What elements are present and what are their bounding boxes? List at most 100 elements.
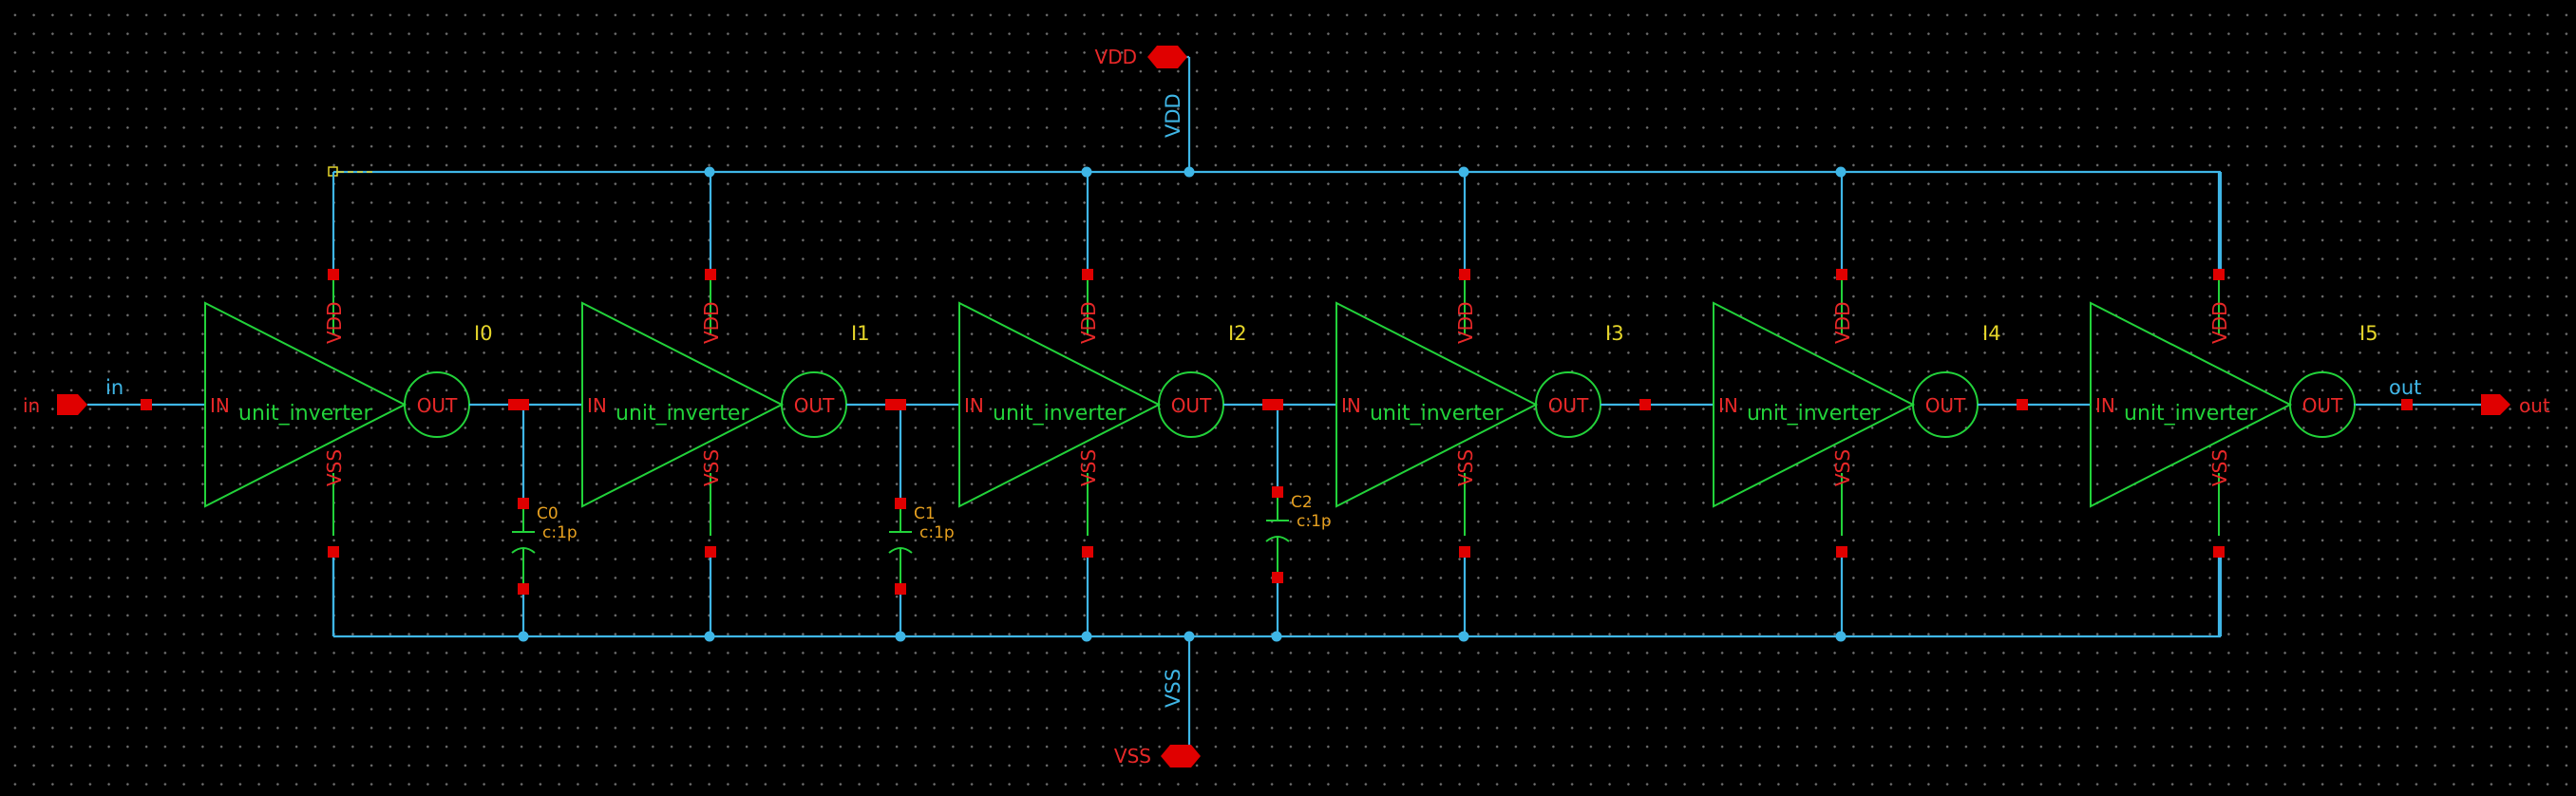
vss-junction-dot bbox=[895, 631, 906, 642]
vss-junction-dot bbox=[518, 631, 529, 642]
out-pin-label: OUT bbox=[794, 394, 835, 417]
vss-junction-dot bbox=[1835, 631, 1847, 642]
inverter-i1[interactable]: IN unit_inverter OUT VDD VSS I1 bbox=[581, 172, 959, 636]
capacitor-c0[interactable]: C0c:1p bbox=[511, 399, 578, 636]
vss-pin[interactable] bbox=[1836, 546, 1847, 558]
vdd-pin-name: VDD bbox=[1454, 302, 1477, 344]
instance-label: I1 bbox=[851, 322, 870, 345]
input-pin-label: in bbox=[23, 394, 40, 417]
input-wire-label: in bbox=[105, 376, 123, 399]
inverter-i3[interactable]: IN unit_inverter OUT VDD VSS I3 bbox=[1335, 172, 1714, 636]
in-pin-label: IN bbox=[2095, 394, 2115, 417]
in-pin-label: IN bbox=[964, 394, 984, 417]
instance-label: I4 bbox=[1982, 322, 2001, 345]
inverter-body[interactable] bbox=[958, 301, 1162, 508]
vss-pin[interactable] bbox=[328, 546, 339, 558]
vdd-junction-dot bbox=[1081, 166, 1092, 178]
vdd-pin[interactable] bbox=[328, 269, 339, 280]
out-pin-label: OUT bbox=[2302, 394, 2343, 417]
cap-pin-bottom[interactable] bbox=[895, 583, 906, 595]
vss-wire-label: VSS bbox=[1162, 669, 1184, 708]
cap-pin-top[interactable] bbox=[895, 498, 906, 509]
in-pin-label: IN bbox=[587, 394, 607, 417]
instance-label: I3 bbox=[1605, 322, 1624, 345]
inverter-i2[interactable]: IN unit_inverter OUT VDD VSS I2 bbox=[958, 172, 1336, 636]
stage-wire-pin[interactable] bbox=[1262, 399, 1274, 410]
vss-pin[interactable] bbox=[1459, 546, 1470, 558]
input-pin-icon[interactable] bbox=[57, 394, 87, 415]
vss-pin-name: VSS bbox=[1831, 449, 1854, 486]
vdd-pin-label: VDD bbox=[1095, 46, 1137, 68]
vdd-pin[interactable] bbox=[1082, 269, 1093, 280]
vss-junction-dot bbox=[704, 631, 715, 642]
cap-node-pin[interactable] bbox=[895, 399, 906, 410]
vss-pin-name: VSS bbox=[700, 449, 723, 486]
cap-node-pin[interactable] bbox=[518, 399, 529, 410]
cap-value-label: c:1p bbox=[919, 523, 955, 542]
vss-junction-dot bbox=[1271, 631, 1282, 642]
vss-pin[interactable] bbox=[1082, 546, 1093, 558]
inverter-body[interactable] bbox=[581, 301, 785, 508]
vdd-junction-dot bbox=[1835, 166, 1847, 178]
vdd-pin[interactable] bbox=[1459, 269, 1470, 280]
cap-name-label: C0 bbox=[537, 504, 559, 523]
vss-pin-name: VSS bbox=[1454, 449, 1477, 486]
stage-wire-pin[interactable] bbox=[508, 399, 520, 410]
vss-pin-icon[interactable] bbox=[1161, 745, 1201, 768]
vdd-pin-name: VDD bbox=[323, 302, 346, 344]
capacitor-c1[interactable]: C1c:1p bbox=[888, 399, 955, 636]
vss-junction-dot bbox=[1458, 631, 1469, 642]
cap-pin-top[interactable] bbox=[518, 498, 529, 509]
vss-junction-dot bbox=[1081, 631, 1092, 642]
inverter-i4[interactable]: IN unit_inverter OUT VDD VSS I4 bbox=[1713, 172, 2091, 636]
vdd-junction-dot bbox=[1184, 166, 1195, 178]
cap-value-label: c:1p bbox=[542, 523, 578, 542]
inverter-body[interactable] bbox=[204, 301, 407, 508]
instance-label: I2 bbox=[1228, 322, 1247, 345]
cap-pin-top[interactable] bbox=[1272, 486, 1283, 498]
inverter-i0[interactable]: IN unit_inverter OUT VDD VSS I0 bbox=[204, 172, 582, 636]
vdd-pin-name: VDD bbox=[700, 302, 723, 344]
in-pin-label: IN bbox=[210, 394, 230, 417]
vdd-junction-dot bbox=[704, 166, 715, 178]
instance-label: I0 bbox=[474, 322, 493, 345]
inverter-i5[interactable]: IN unit_inverter OUT VDD VSS I5 bbox=[2090, 172, 2378, 636]
output-pin-label: out bbox=[2519, 394, 2550, 417]
vss-pin[interactable] bbox=[2213, 546, 2225, 558]
vdd-pin[interactable] bbox=[705, 269, 716, 280]
in-pin-label: IN bbox=[1718, 394, 1738, 417]
stage-wire-pin[interactable] bbox=[1639, 399, 1651, 410]
vss-pin-name: VSS bbox=[1077, 449, 1100, 486]
input-wire-pin[interactable] bbox=[141, 399, 152, 410]
cell-name-label: unit_inverter bbox=[1747, 402, 1881, 426]
inverter-body[interactable] bbox=[2090, 301, 2293, 508]
instance-label: I5 bbox=[2359, 322, 2378, 345]
cell-name-label: unit_inverter bbox=[993, 402, 1127, 426]
inverter-body[interactable] bbox=[1713, 301, 1916, 508]
inverter-body[interactable] bbox=[1335, 301, 1539, 508]
in-pin-label: IN bbox=[1341, 394, 1361, 417]
stage-wire-pin[interactable] bbox=[2017, 399, 2028, 410]
vdd-pin-name: VDD bbox=[2208, 302, 2231, 344]
capacitor-c2[interactable]: C2c:1p bbox=[1265, 399, 1332, 636]
stage-wire-pin[interactable] bbox=[885, 399, 897, 410]
cell-name-label: unit_inverter bbox=[1370, 402, 1504, 426]
vss-pin[interactable] bbox=[705, 546, 716, 558]
cell-name-label: unit_inverter bbox=[2124, 402, 2258, 426]
out-pin-label: OUT bbox=[417, 394, 458, 417]
cap-value-label: c:1p bbox=[1297, 512, 1332, 531]
cap-pin-bottom[interactable] bbox=[1272, 572, 1283, 583]
vdd-pin-icon[interactable] bbox=[1147, 46, 1187, 68]
cap-name-label: C2 bbox=[1291, 493, 1313, 512]
output-wire-pin[interactable] bbox=[2401, 399, 2413, 410]
out-pin-label: OUT bbox=[1171, 394, 1212, 417]
vss-pin-label: VSS bbox=[1114, 745, 1151, 768]
vss-pin-name: VSS bbox=[2208, 449, 2231, 486]
cap-pin-bottom[interactable] bbox=[518, 583, 529, 595]
vdd-pin[interactable] bbox=[1836, 269, 1847, 280]
output-pin-icon[interactable] bbox=[2481, 394, 2510, 415]
cap-node-pin[interactable] bbox=[1272, 399, 1283, 410]
vdd-pin[interactable] bbox=[2213, 269, 2225, 280]
